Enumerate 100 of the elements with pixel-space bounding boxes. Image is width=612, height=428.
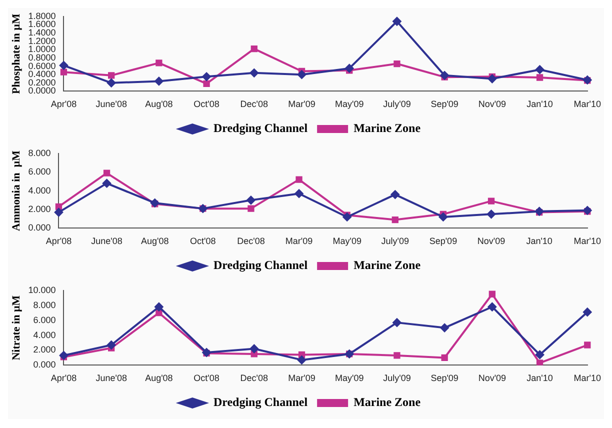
x-tick-label: Jan'10	[526, 236, 552, 246]
x-tick-label: Mar'10	[574, 236, 602, 246]
point	[488, 198, 495, 204]
x-tick-label: June'08	[96, 99, 127, 110]
point	[392, 318, 402, 328]
x-tick-label: Aug'08	[145, 373, 173, 384]
x-tick-label: Sep'09	[429, 236, 458, 246]
point	[438, 212, 448, 222]
x-tick-label: Dec'08	[237, 236, 265, 246]
point	[441, 354, 448, 362]
point	[440, 323, 450, 332]
point	[202, 72, 212, 82]
point	[250, 45, 258, 52]
point	[394, 60, 400, 68]
point	[536, 74, 544, 81]
point	[536, 360, 544, 366]
point	[60, 68, 68, 76]
y-tick-label: 1.2000	[28, 36, 56, 46]
legend-label: Dredging Channel	[213, 258, 308, 272]
point	[390, 190, 400, 200]
x-tick-label: Apr'08	[50, 373, 77, 384]
legend-label: Dredging Channel	[213, 121, 308, 136]
point	[488, 290, 496, 298]
x-tick-label: May'09	[334, 373, 364, 384]
y-tick-label: 0.4000	[28, 69, 56, 80]
x-tick-label: Nov'09	[477, 236, 506, 246]
point	[488, 302, 497, 312]
point	[584, 342, 591, 348]
point	[296, 176, 302, 183]
point	[344, 64, 354, 73]
point	[392, 16, 402, 26]
y-tick-label: 0.8000	[28, 52, 56, 62]
y-tick-label: 0.0000	[28, 86, 56, 96]
legend-label: Marine Zone	[354, 258, 422, 272]
y-tick-label: 1.6000	[28, 19, 56, 30]
point	[394, 352, 400, 359]
point	[246, 196, 256, 205]
x-tick-label: Aug'08	[145, 99, 173, 110]
point	[535, 65, 544, 74]
x-tick-label: Nov'09	[478, 99, 506, 110]
y-tick-label: 6.000	[28, 166, 51, 177]
point	[154, 76, 164, 86]
y-tick-label: 1.0000	[28, 44, 56, 54]
y-tick-label: 6.000	[33, 314, 56, 325]
x-tick-label: May'09	[334, 99, 364, 110]
x-tick-label: July'09	[383, 373, 411, 384]
point	[59, 350, 68, 360]
point	[440, 70, 450, 80]
legend-label: Marine Zone	[354, 121, 422, 136]
point	[342, 212, 352, 222]
point	[154, 302, 164, 312]
x-tick-label: Nov'09	[478, 373, 506, 384]
x-tick-label: Aug'08	[140, 236, 169, 246]
point	[59, 60, 68, 70]
y-tick-label: 10.000	[28, 284, 56, 295]
x-tick-label: Oct'08	[194, 99, 220, 110]
point	[582, 206, 592, 215]
point	[203, 80, 210, 88]
x-tick-label: Apr'08	[46, 236, 72, 246]
y-tick-label: 0.000	[33, 360, 56, 370]
point	[392, 216, 398, 224]
y-tick-label: 1.4000	[28, 28, 56, 38]
x-tick-label: Mar'09	[288, 99, 316, 110]
y-tick-label: 4.000	[28, 185, 51, 196]
point	[54, 208, 64, 217]
x-tick-label: Jan'10	[526, 99, 553, 110]
x-tick-label: July'09	[383, 99, 411, 110]
point	[297, 355, 306, 364]
x-tick-label: Mar'09	[285, 236, 313, 246]
x-tick-label: Mar'10	[574, 99, 602, 110]
x-tick-label: June'08	[91, 236, 122, 246]
x-tick-label: Jan'10	[526, 373, 553, 384]
x-tick-label: Mar'10	[574, 373, 602, 384]
point	[582, 308, 592, 317]
x-tick-label: July'09	[381, 236, 410, 246]
point	[103, 170, 110, 176]
point	[150, 198, 160, 208]
x-tick-label: Oct'08	[190, 236, 216, 246]
point	[106, 340, 116, 350]
x-tick-label: Sep'09	[430, 99, 458, 110]
point	[156, 60, 162, 66]
x-tick-label: Mar'09	[288, 373, 316, 384]
y-tick-label: 4.000	[33, 330, 56, 340]
point	[250, 344, 259, 354]
point	[250, 68, 259, 78]
x-tick-label: Dec'08	[240, 373, 268, 384]
point	[294, 189, 304, 198]
legend-label: Marine Zone	[354, 395, 422, 410]
y-axis-title: Nitrate in µM	[10, 294, 22, 360]
y-tick-label: 1.8000	[28, 10, 56, 21]
point	[108, 72, 115, 79]
y-axis-title: Ammonia in µM	[10, 150, 22, 232]
x-tick-label: May'09	[332, 236, 362, 246]
y-tick-label: 0.000	[28, 222, 51, 233]
y-axis-title: Phosphate in µM	[10, 13, 22, 94]
y-tick-label: 8.000	[33, 300, 56, 310]
point	[297, 70, 306, 80]
point	[535, 350, 544, 360]
point	[248, 205, 254, 212]
x-tick-label: Oct'08	[194, 373, 220, 384]
